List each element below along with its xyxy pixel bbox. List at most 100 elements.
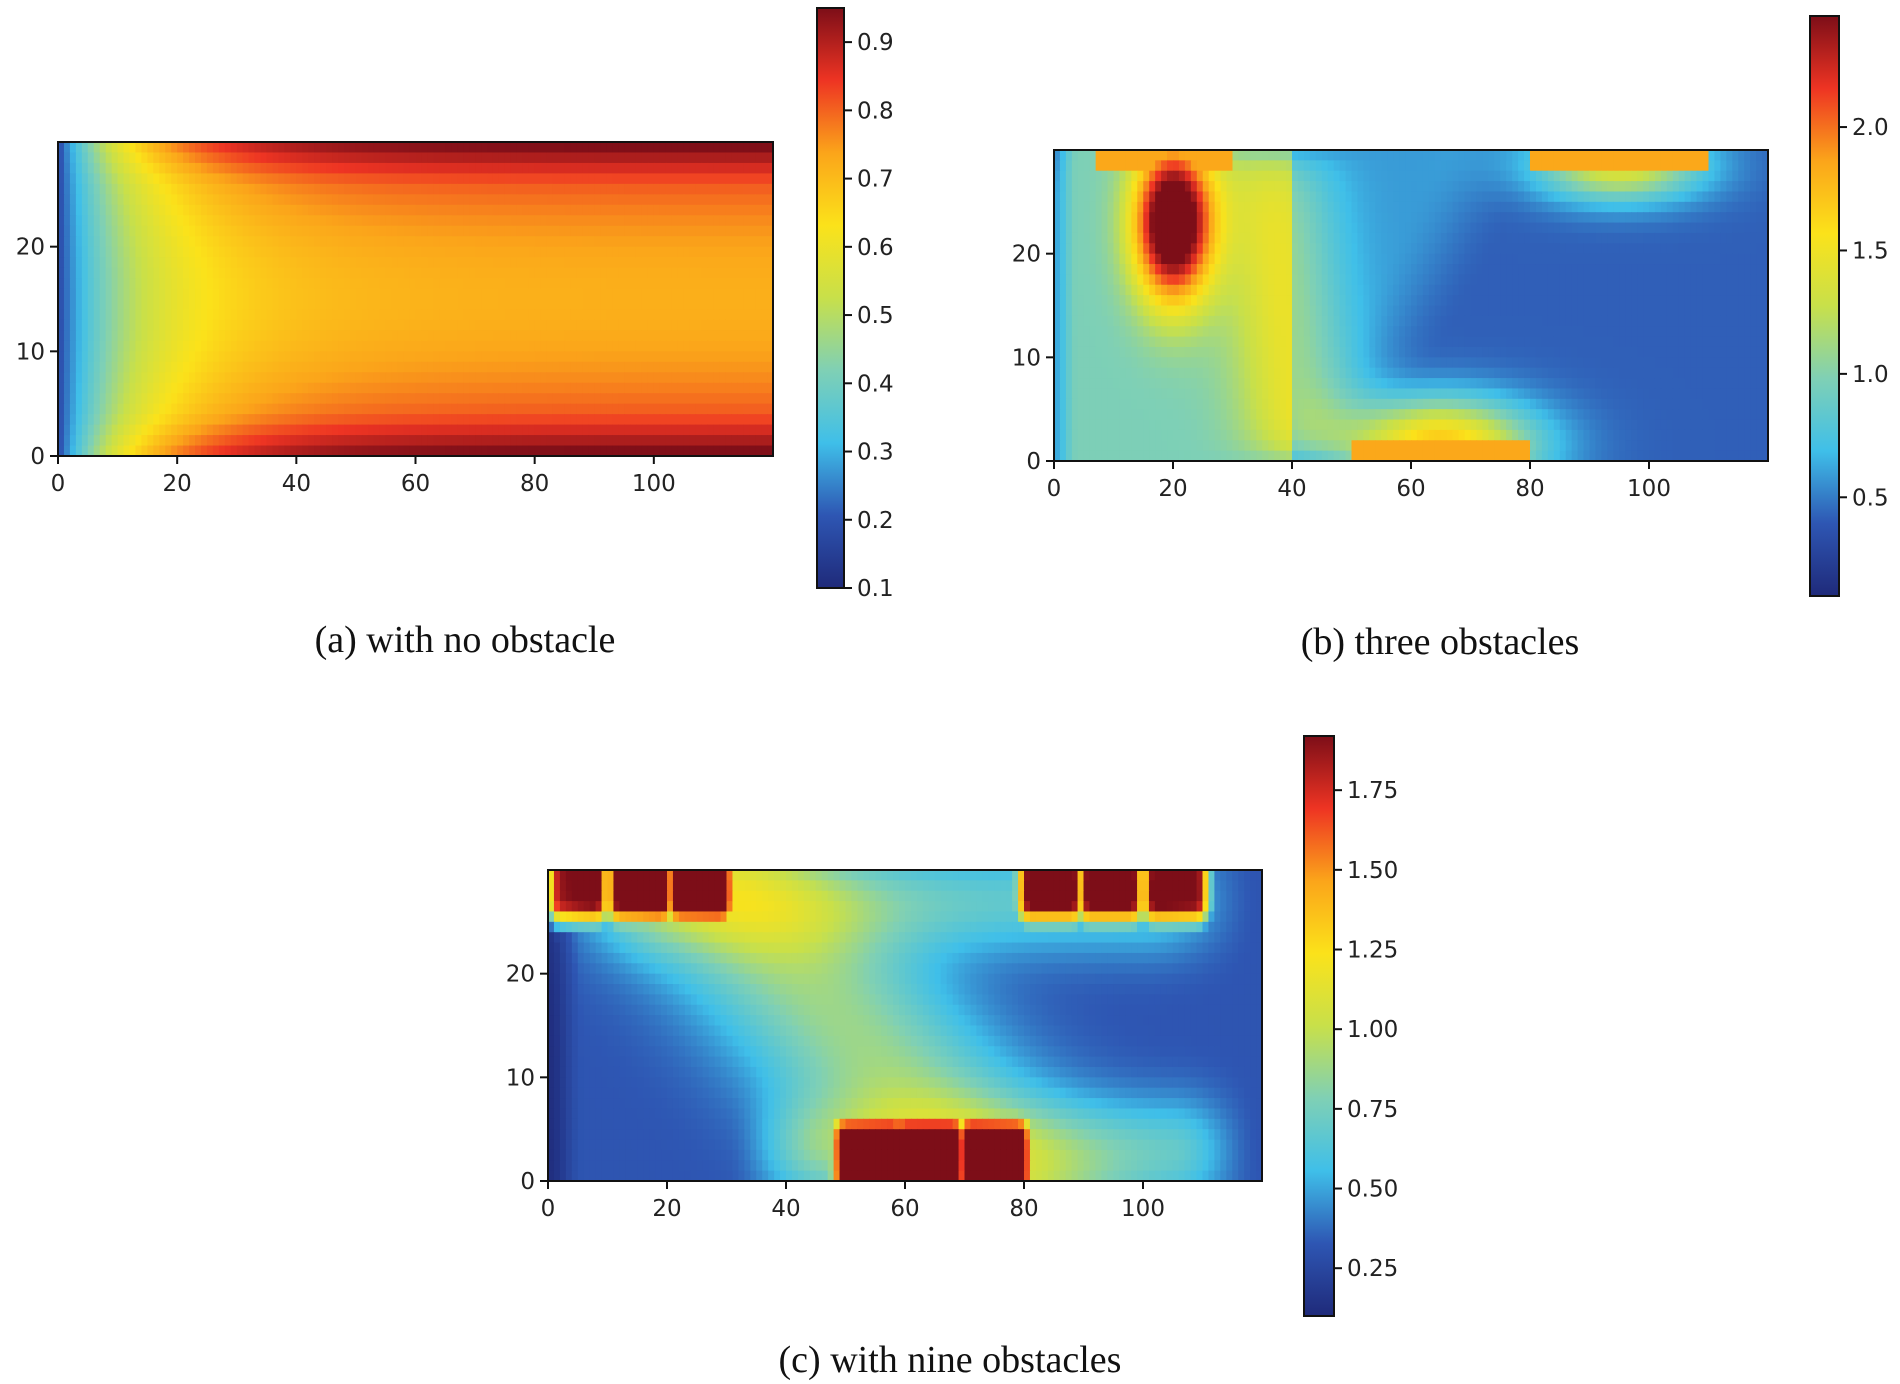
heatmap-cell (147, 319, 154, 331)
heatmap-cell (600, 403, 607, 415)
heatmap-cell (236, 299, 244, 311)
heatmap-cell (767, 204, 774, 216)
heatmap-cell (236, 183, 244, 195)
heatmap-cell (278, 142, 286, 154)
heatmap-cell (635, 162, 643, 174)
heatmap-cell (361, 351, 369, 363)
x-tick-label: 60 (401, 471, 430, 497)
heatmap-cell (749, 340, 756, 352)
heatmap-cell (582, 173, 589, 185)
heatmap-cell (552, 236, 560, 248)
heatmap-cell (641, 403, 649, 415)
heatmap-cell (516, 142, 524, 154)
heatmap-cell (725, 225, 732, 237)
heatmap-cell (1173, 212, 1180, 224)
heatmap-cell (1411, 181, 1418, 193)
heatmap-cell (153, 403, 160, 415)
heatmap-cell (1577, 191, 1585, 203)
heatmap-cell (540, 225, 548, 237)
heatmap-cell (367, 194, 375, 206)
heatmap-cell (1756, 160, 1763, 172)
heatmap-cell (302, 445, 309, 457)
heatmap-cell (248, 424, 256, 436)
heatmap-cell (1422, 232, 1430, 244)
heatmap-cell (129, 382, 137, 394)
heatmap-cell (641, 424, 649, 436)
heatmap-cell (266, 183, 274, 195)
heatmap-cell (1446, 181, 1454, 193)
heatmap-cell (361, 257, 369, 269)
heatmap-cell (1173, 150, 1180, 161)
heatmap-cell (689, 246, 697, 258)
heatmap-cell (338, 403, 345, 415)
heatmap-cell (516, 162, 524, 174)
heatmap-cell (344, 183, 351, 195)
heatmap-cell (510, 393, 518, 405)
heatmap-cell (224, 340, 232, 352)
heatmap-cell (218, 142, 226, 154)
heatmap-cell (75, 382, 83, 394)
heatmap-cell (379, 288, 387, 300)
heatmap-cell (1178, 170, 1186, 182)
heatmap-cell (1381, 181, 1388, 193)
heatmap-cell (361, 393, 369, 405)
heatmap-cell (1411, 253, 1418, 265)
heatmap-cell (218, 382, 226, 394)
heatmap-cell (93, 403, 101, 415)
heatmap-cell (1071, 264, 1079, 275)
heatmap-cell (367, 351, 375, 363)
heatmap-cell (522, 340, 530, 352)
heatmap-cell (302, 288, 309, 300)
heatmap-cell (165, 351, 172, 363)
heatmap-cell (1708, 181, 1716, 193)
heatmap-cell (1149, 181, 1156, 193)
heatmap-cell (379, 445, 387, 457)
heatmap-cell (635, 309, 643, 321)
heatmap-cell (1149, 232, 1156, 244)
heatmap-cell (284, 351, 291, 363)
heatmap-cell (1434, 232, 1442, 244)
heatmap-cell (701, 257, 709, 269)
heatmap-cell (1494, 232, 1501, 244)
heatmap-cell (129, 319, 137, 331)
heatmap-cell (445, 204, 452, 216)
heatmap-cell (206, 278, 214, 290)
heatmap-cell (409, 351, 417, 363)
heatmap-cell (504, 204, 512, 216)
heatmap-cell (594, 225, 601, 237)
heatmap-cell (1351, 170, 1359, 182)
heatmap-cell (1750, 191, 1757, 203)
heatmap-cell (81, 424, 89, 436)
heatmap-cell (1541, 253, 1549, 265)
heatmap-cell (1381, 191, 1388, 203)
heatmap-cell (1375, 243, 1382, 255)
heatmap-cell (1167, 243, 1174, 255)
heatmap-cell (761, 173, 768, 185)
heatmap-cell (391, 257, 399, 269)
heatmap-cell (755, 142, 762, 154)
heatmap-cell (1125, 181, 1132, 193)
heatmap-cell (129, 445, 137, 457)
heatmap-cell (302, 372, 309, 384)
heatmap-cell (1268, 181, 1275, 193)
heatmap-cell (1214, 170, 1222, 182)
heatmap-cell (677, 309, 685, 321)
heatmap-cell (75, 361, 83, 373)
heatmap-cell (570, 225, 577, 237)
heatmap-cell (290, 278, 297, 290)
heatmap-cell (349, 278, 357, 290)
heatmap-cell (624, 403, 631, 415)
heatmap-cell (224, 204, 232, 216)
heatmap-cell (1702, 201, 1710, 213)
heatmap-cell (218, 445, 226, 457)
heatmap-cell (403, 173, 411, 185)
heatmap-cell (469, 246, 476, 258)
heatmap-cell (713, 424, 720, 436)
heatmap-cell (427, 340, 434, 352)
heatmap-cell (576, 246, 583, 258)
heatmap-cell (451, 299, 458, 311)
heatmap-cell (1178, 212, 1186, 224)
heatmap-cell (421, 445, 429, 457)
heatmap-cell (504, 351, 512, 363)
heatmap-cell (528, 215, 536, 227)
